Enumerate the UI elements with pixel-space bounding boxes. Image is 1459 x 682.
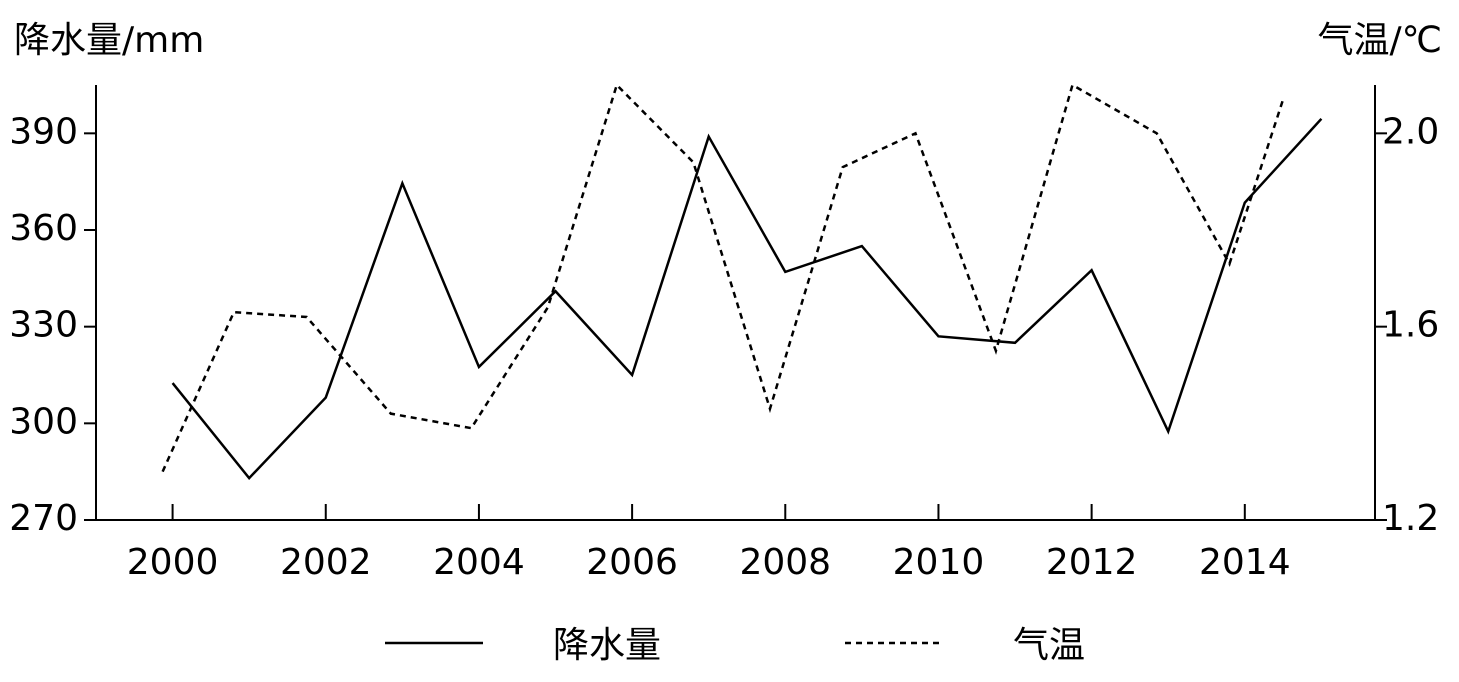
x-tick-label: 2004 <box>433 542 525 583</box>
y2-axis-label: 气温/℃ <box>1317 20 1442 61</box>
x-tick-label: 2006 <box>586 542 678 583</box>
legend-label: 降水量 <box>553 625 661 666</box>
x-tick-label: 2002 <box>280 542 372 583</box>
y-tick-label: 270 <box>9 498 78 539</box>
series-line <box>161 82 1285 473</box>
x-tick-label: 2008 <box>739 542 831 583</box>
x-tick-label: 2012 <box>1046 542 1138 583</box>
y-tick-label: 360 <box>9 208 78 249</box>
y-tick-label: 390 <box>9 111 78 152</box>
x-tick-label: 2014 <box>1199 542 1291 583</box>
y-tick-label: 300 <box>9 401 78 442</box>
y2-tick-label: 1.2 <box>1382 498 1439 539</box>
x-tick-label: 2010 <box>893 542 985 583</box>
y-axis-label: 降水量/mm <box>14 20 204 61</box>
legend-label: 气温 <box>1013 625 1085 666</box>
series-line <box>171 117 1323 481</box>
y-tick-label: 330 <box>9 305 78 346</box>
y2-tick-label: 2.0 <box>1382 111 1439 152</box>
x-tick-label: 2000 <box>127 542 219 583</box>
y2-tick-label: 1.6 <box>1382 305 1439 346</box>
